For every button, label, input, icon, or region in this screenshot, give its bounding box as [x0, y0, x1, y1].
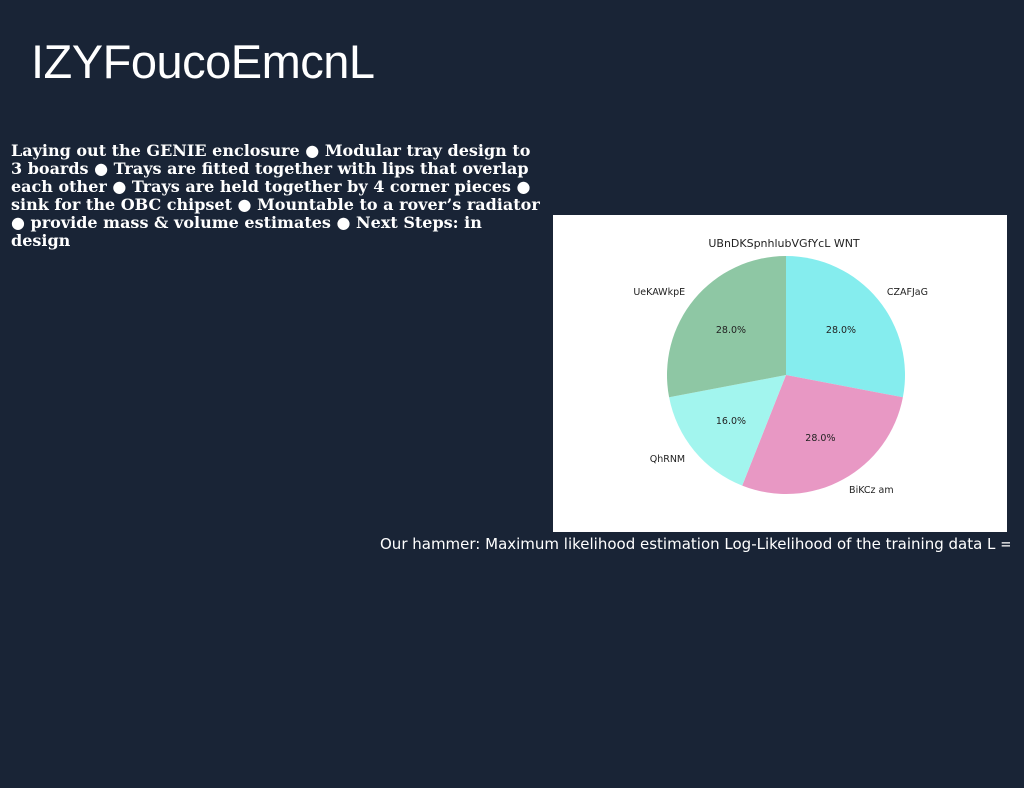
pie-slice-uekawkpe	[667, 256, 786, 398]
pie-slice-qhrnm	[669, 375, 786, 486]
slice-percent-label: 28.0%	[805, 433, 835, 444]
slice-category-label: QhRNM	[650, 454, 685, 465]
slice-category-label: CZAFJaG	[887, 287, 928, 298]
slice-percent-label: 28.0%	[716, 325, 746, 336]
caption-text: Our hammer: Maximum likelihood estimatio…	[380, 535, 1010, 553]
slice-category-label: UeKAWkpE	[633, 287, 685, 298]
slice-percent-label: 28.0%	[826, 325, 856, 336]
body-text: Laying out the GENIE enclosure ● Modular…	[11, 141, 540, 250]
pie-chart: UBnDKSpnhlubVGfYcL WNT 28.0% CZAFJaG 28.0%…	[633, 237, 928, 496]
pie-chart-panel: UBnDKSpnhlubVGfYcL WNT 28.0% CZAFJaG 28.0%…	[553, 215, 1007, 532]
pie-slice-bikcz-am	[742, 375, 903, 495]
slice-percent-label: 16.0%	[716, 416, 746, 427]
chart-title: UBnDKSpnhlubVGfYcL WNT	[708, 237, 860, 250]
pie-slice-czafjag	[786, 256, 905, 398]
slide-title: IZYFoucoEmcnL	[31, 35, 375, 88]
slice-category-label: BiKCz am	[849, 485, 894, 496]
